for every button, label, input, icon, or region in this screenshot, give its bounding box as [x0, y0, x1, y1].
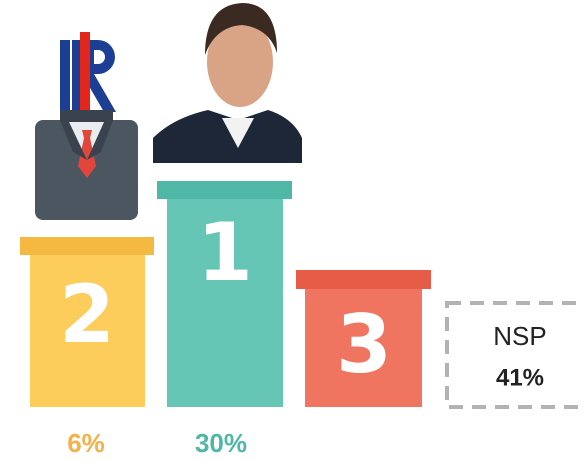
- share-label: 30%: [195, 428, 247, 458]
- podium-infographic: 2 1 3 NSP 41% 6% 30%: [0, 0, 584, 461]
- podium-cap: [296, 270, 431, 289]
- undecided-box: [447, 303, 584, 407]
- podium-cap: [157, 181, 292, 199]
- undecided-label: NSP: [493, 321, 546, 351]
- undecided-share: 41%: [496, 364, 544, 391]
- rank-label: 3: [336, 298, 392, 391]
- candidate-icon: [35, 110, 138, 220]
- podium-cap: [20, 237, 154, 255]
- party-logo: [60, 32, 116, 117]
- rank-label: 1: [197, 206, 253, 299]
- share-label: 6%: [67, 428, 105, 458]
- candidate-photo: [153, 0, 302, 163]
- rank-label: 2: [59, 268, 115, 361]
